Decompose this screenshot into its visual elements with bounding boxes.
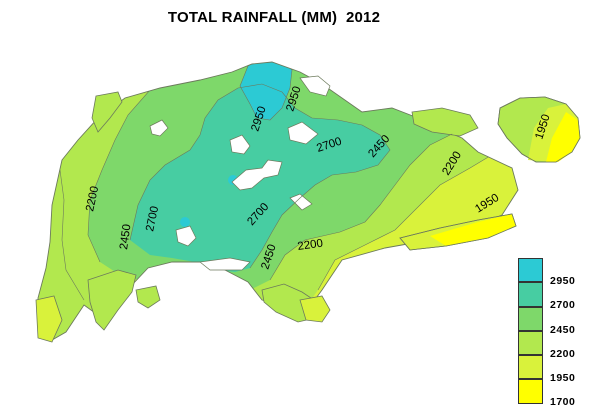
zone-2450-pocket: [319, 202, 341, 218]
legend-item: 1700: [518, 379, 608, 408]
contour-label-2200: 2200: [84, 185, 101, 213]
legend-swatch: [518, 379, 543, 404]
east-island-1700: [546, 112, 580, 162]
contour-label-2200: 2200: [297, 238, 324, 253]
legend-swatch: [518, 258, 543, 283]
legend-item: 2950: [518, 258, 608, 287]
legend-swatch: [518, 282, 543, 307]
legend-label: 1950: [550, 372, 576, 385]
contour-line-2450: [87, 67, 191, 263]
channel: [175, 225, 197, 247]
contour-label-2450: 2450: [118, 223, 133, 250]
southeast-island-outline: [399, 213, 517, 251]
northeast-island: [411, 107, 479, 137]
legend-item: 2450: [518, 306, 608, 336]
legend-item: 1950: [518, 355, 608, 384]
contour-line-2200: [317, 149, 501, 291]
contour-line-2950: [239, 62, 293, 121]
legend-label: 2450: [550, 323, 576, 336]
southwest-island: [35, 295, 63, 343]
channel: [199, 257, 251, 271]
reservoir: [149, 119, 169, 137]
map-title: TOTAL RAINFALL (MM) 2012: [167, 9, 381, 26]
legend: 2950 2700 2450 2200 1950 1700: [518, 258, 608, 408]
channel: [299, 75, 331, 97]
legend-label: 2200: [550, 347, 576, 360]
zone-2950: [240, 62, 292, 120]
southwest-island: [135, 285, 161, 309]
contour-line-2450: [269, 124, 471, 281]
zone-2450-pocket: [143, 132, 167, 158]
zone-2950-pocket: [180, 217, 190, 227]
legend-item: 2200: [518, 330, 608, 360]
offshore-islands: [35, 91, 581, 343]
east-island-outline: [497, 96, 581, 163]
reservoir: [287, 121, 319, 145]
south-island: [299, 295, 331, 323]
west-island: [91, 91, 123, 133]
reservoir: [231, 159, 283, 191]
southeast-island-1700: [430, 214, 516, 246]
legend-label: 1700: [550, 396, 576, 408]
contour-lines: [59, 62, 501, 301]
legend-swatch: [518, 330, 543, 356]
contour-line-2200: [59, 169, 85, 301]
legend-item: 2700: [518, 282, 608, 311]
legend-swatch: [518, 306, 543, 331]
legend-swatch: [518, 355, 543, 380]
contour-label-2700: 2700: [144, 205, 161, 233]
legend-label: 2950: [550, 275, 576, 287]
water-bodies: [149, 75, 331, 271]
contour-line-2700: [129, 83, 391, 269]
reservoir: [289, 193, 313, 211]
legend-label: 2700: [550, 299, 576, 312]
southwest-island: [87, 269, 137, 331]
reservoir: [229, 134, 251, 155]
